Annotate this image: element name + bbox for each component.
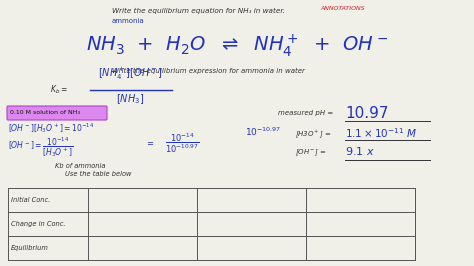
Text: $1.1 \times 10^{-11}\ M$: $1.1 \times 10^{-11}\ M$ [345,126,417,140]
Text: Equilibrium: Equilibrium [11,245,49,251]
Text: $NH_3$  +  $H_2O$  $\rightleftharpoons$  $NH_4^+$  +  $OH^-$: $NH_3$ + $H_2O$ $\rightleftharpoons$ $NH… [86,32,388,59]
Text: $10^{-10.97}$: $10^{-10.97}$ [245,126,282,138]
FancyBboxPatch shape [7,106,107,120]
Text: $9.1\ x$: $9.1\ x$ [345,145,375,157]
Text: Initial Conc.: Initial Conc. [11,197,50,203]
Text: ammonia: ammonia [112,18,145,24]
Text: measured pH =: measured pH = [278,110,336,116]
Text: Write the equilibrium expression for ammonia in water: Write the equilibrium expression for amm… [112,68,305,74]
Text: $[NH_3]$: $[NH_3]$ [116,92,144,106]
Text: [OH$^-$] =: [OH$^-$] = [295,147,328,157]
Text: $[NH_4^+][OH^-]$: $[NH_4^+][OH^-]$ [98,66,163,82]
Text: [H3O$^+$] =: [H3O$^+$] = [295,128,332,140]
Text: ANNOTATIONS: ANNOTATIONS [320,6,365,11]
Text: Write the equilibrium equation for NH₃ in water.: Write the equilibrium equation for NH₃ i… [112,8,285,14]
Text: $=$: $=$ [145,139,155,148]
Text: Kb of ammonia: Kb of ammonia [55,163,105,169]
Text: Change in Conc.: Change in Conc. [11,221,65,227]
Text: Use the table below: Use the table below [65,171,131,177]
Text: $\dfrac{10^{-14}}{10^{-10.97}}$: $\dfrac{10^{-14}}{10^{-10.97}}$ [165,132,200,155]
Text: $[OH^-] = \dfrac{10^{-14}}{[H_3O^+]}$: $[OH^-] = \dfrac{10^{-14}}{[H_3O^+]}$ [8,135,73,159]
Text: $K_b=$: $K_b=$ [50,84,68,96]
Text: 0.10 M solution of NH₃: 0.10 M solution of NH₃ [10,110,80,115]
Text: 10.97: 10.97 [345,106,389,121]
Text: $[OH^-][H_3O^+] = 10^{-14}$: $[OH^-][H_3O^+] = 10^{-14}$ [8,121,94,135]
